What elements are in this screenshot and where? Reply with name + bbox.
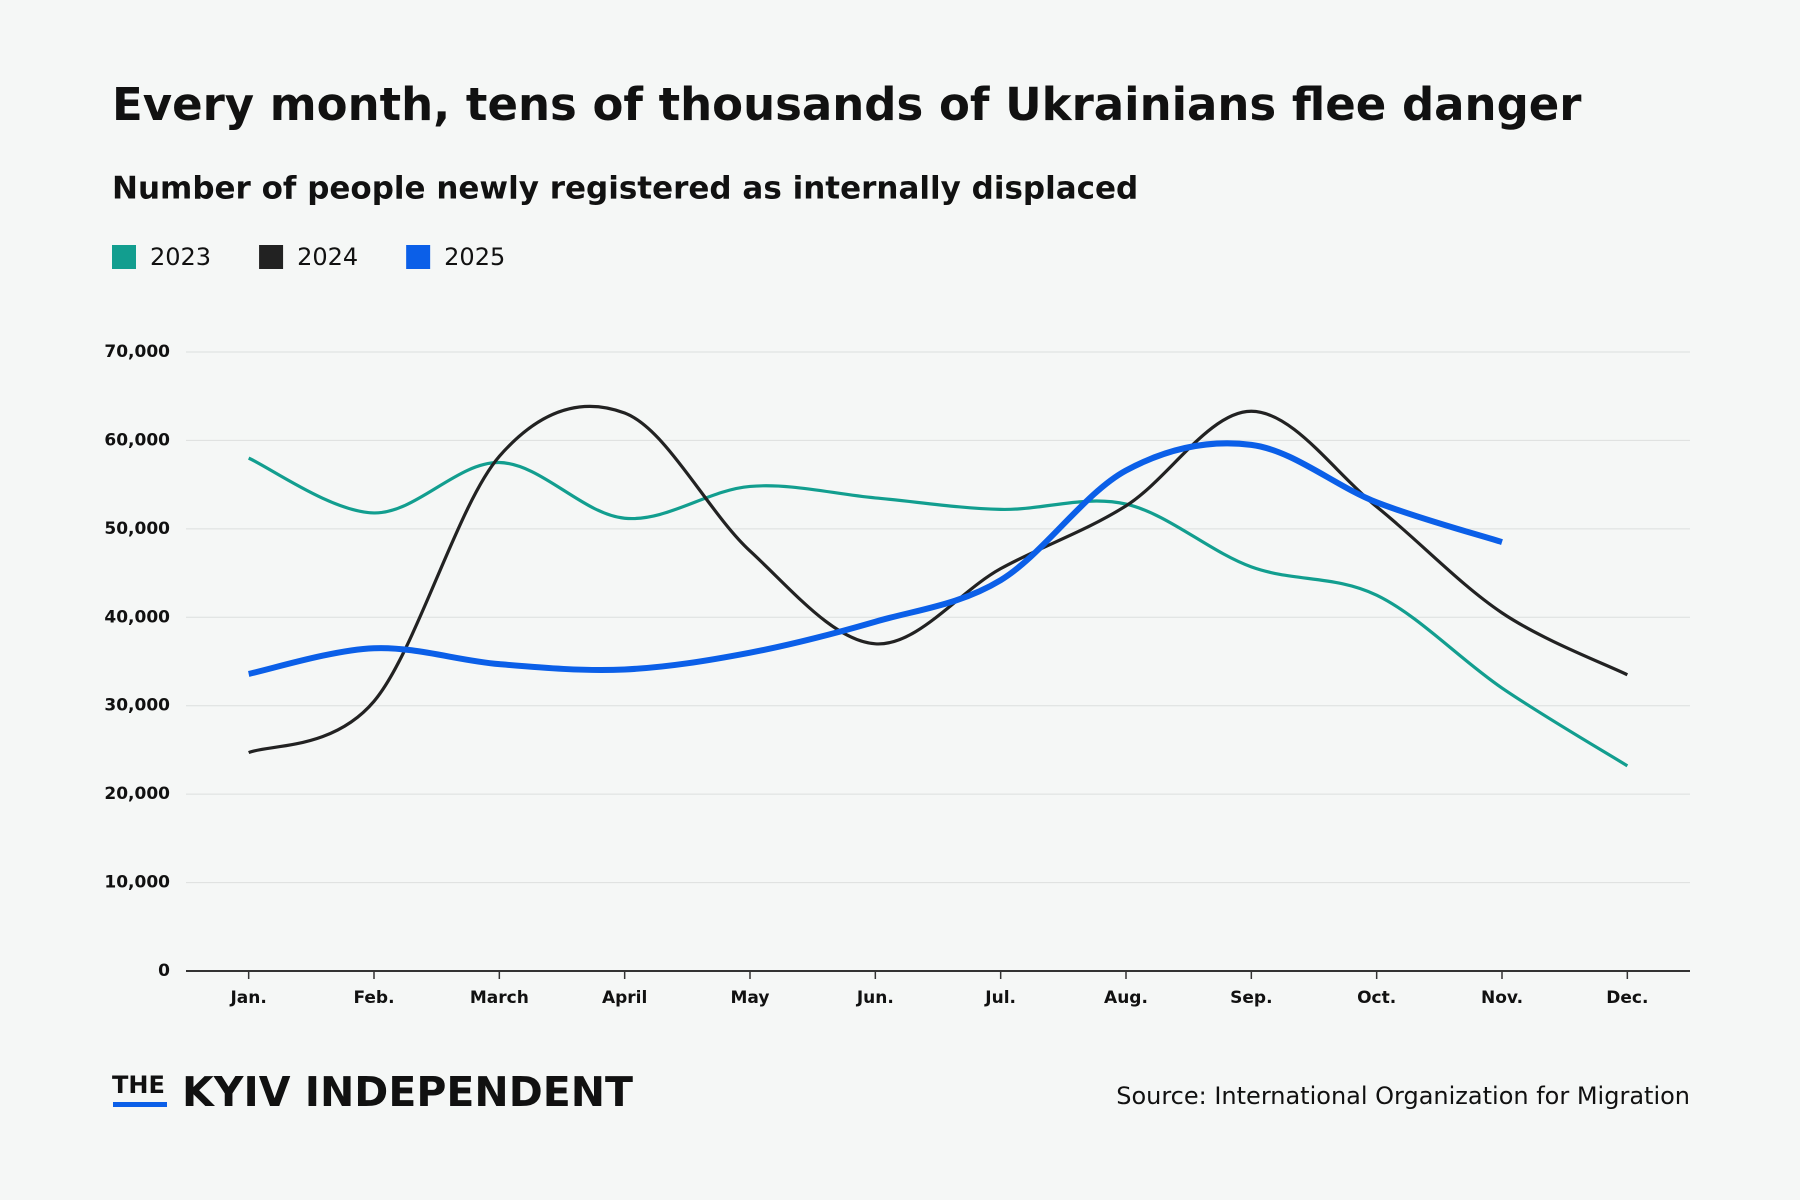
series-line [248,456,1629,768]
series-line [248,404,1629,755]
y-tick-label: 20,000 [104,784,170,804]
chart-title: Every month, tens of thousands of Ukrain… [112,78,1582,131]
chart-subtitle: Number of people newly registered as int… [112,171,1138,207]
brand-underline [113,1102,167,1107]
legend-swatch [259,245,284,269]
y-tick-label: 40,000 [104,607,170,627]
x-tick-label: Dec. [1606,988,1648,1008]
y-tick-label: 70,000 [104,342,170,362]
x-tick-label: Jan. [229,988,266,1008]
x-tick-label: May [731,988,770,1008]
y-tick-label: 30,000 [104,696,170,716]
series-line [248,440,1503,677]
x-tick-label: Jun. [856,988,894,1008]
x-tick-label: Oct. [1357,988,1396,1008]
legend-label: 2024 [297,243,358,271]
brand-prefix: THE [112,1071,165,1099]
y-tick-label: 0 [158,961,170,981]
legend-label: 2023 [150,243,211,271]
y-tick-label: 50,000 [104,519,170,539]
x-tick-label: Aug. [1104,988,1148,1008]
y-tick-label: 10,000 [104,873,170,893]
x-tick-label: March [470,988,529,1008]
brand-name: KYIV INDEPENDENT [182,1068,633,1116]
x-tick-label: Feb. [353,988,394,1008]
x-tick-label: Nov. [1481,988,1523,1008]
source: Source: International Organization for M… [1116,1082,1690,1110]
x-tick-label: Sep. [1230,988,1272,1008]
legend-label: 2025 [444,243,505,271]
x-tick-label: Jul. [984,988,1016,1008]
y-tick-label: 60,000 [104,430,170,450]
x-tick-label: April [602,988,647,1008]
legend-swatch [112,245,136,269]
legend-swatch [406,245,431,269]
